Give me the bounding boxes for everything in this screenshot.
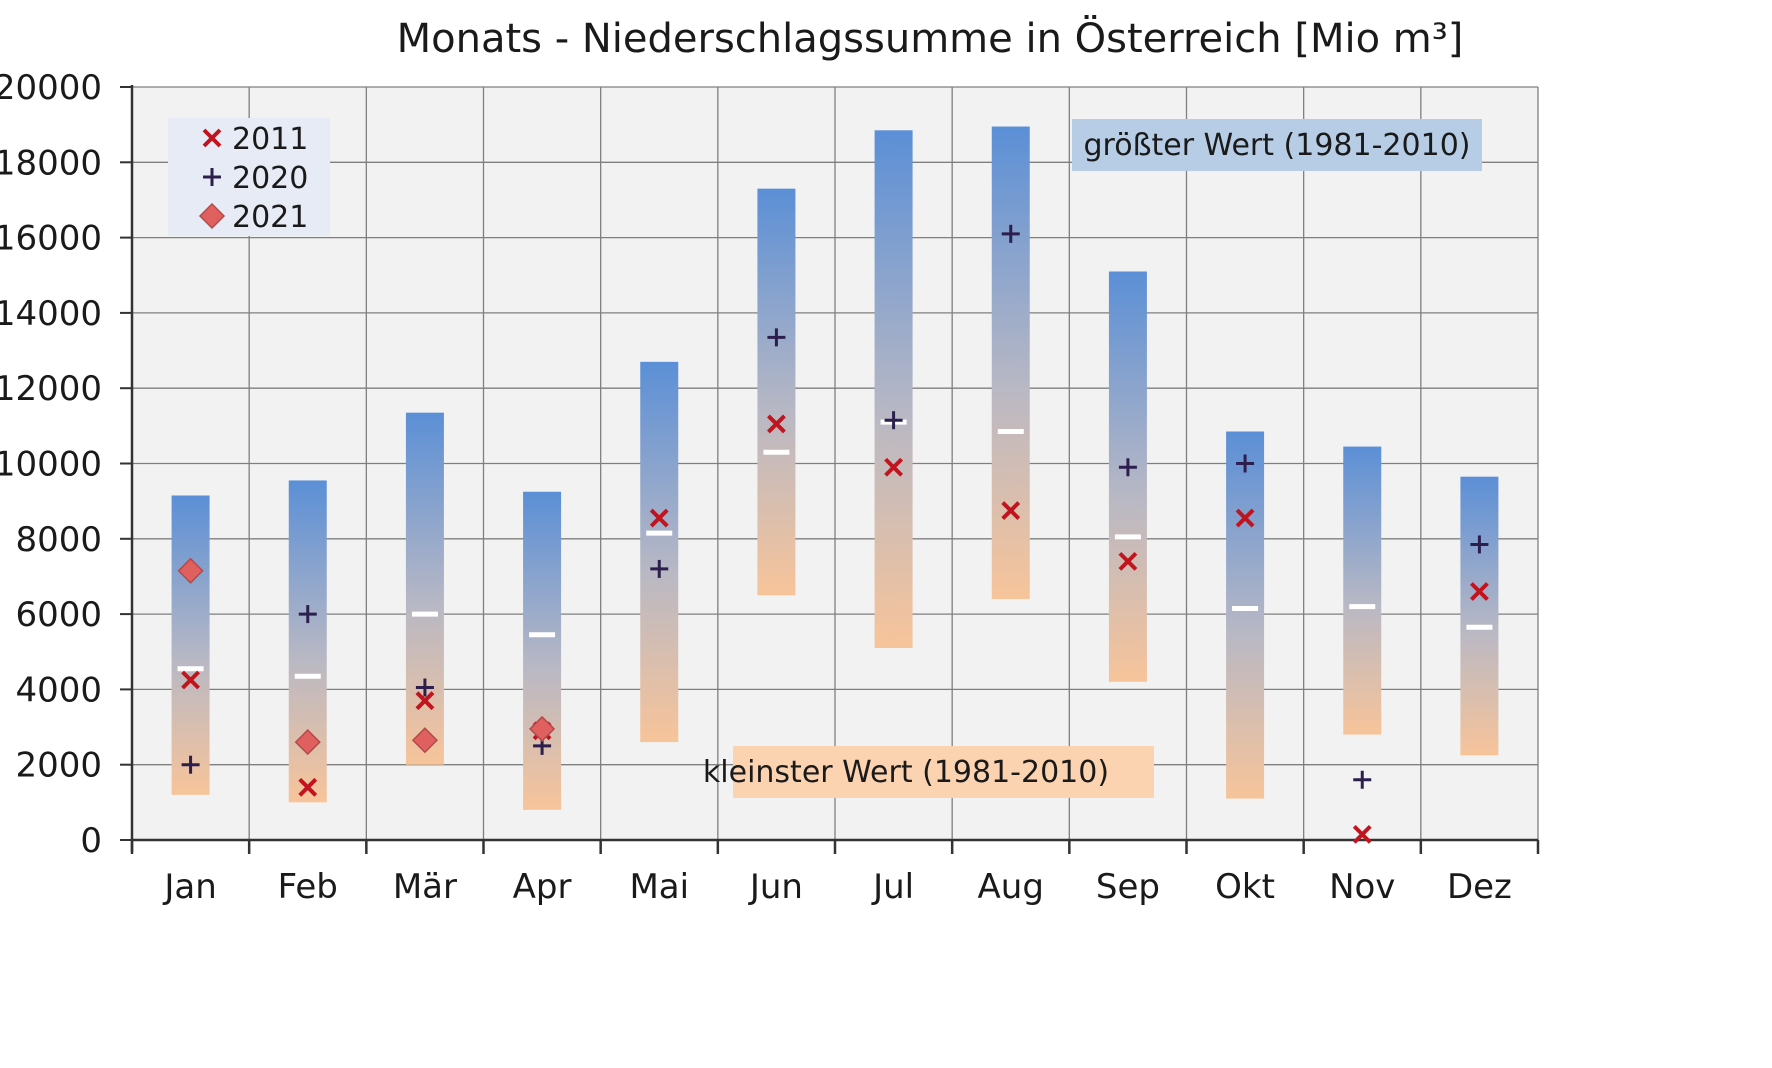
x-tick-label: Mai (629, 867, 689, 907)
x-tick-label: Aug (978, 867, 1044, 907)
range-bar (640, 361, 679, 743)
min-annotation-bg (733, 746, 1154, 798)
point-2020 (884, 411, 903, 430)
marker-shape (529, 715, 556, 742)
point-2020 (1236, 454, 1255, 473)
point-2020 (1353, 770, 1372, 789)
legend-label: 2021 (232, 200, 308, 235)
marker-stroke (767, 414, 786, 434)
y-tick-label: 4000 (15, 670, 102, 710)
y-tick-label: 8000 (15, 520, 102, 560)
max-annotation-bg (1072, 119, 1482, 171)
y-tick-label: 0 (80, 821, 102, 861)
plot-area: 0 2000 4000 6000 8000 10000 12000 14000 16000 180… (0, 68, 1540, 907)
x-tick-label: Jun (748, 867, 803, 907)
max-annotation-label: größter Wert (1981-2010) (1084, 128, 1471, 163)
legend-symbol-2011 (202, 128, 222, 148)
point-2011 (181, 670, 200, 690)
marker-stroke (1470, 582, 1489, 601)
marker-stroke (202, 128, 222, 148)
marker-shape (198, 202, 226, 230)
point-2020 (1470, 535, 1489, 554)
point-2011 (415, 691, 435, 711)
marker-stroke (884, 457, 903, 477)
x-tick-label: Dez (1447, 867, 1512, 907)
x-tick-label: Jul (871, 867, 914, 907)
point-2021 (294, 729, 321, 756)
point-2020 (767, 328, 786, 347)
point-2011 (767, 414, 786, 434)
point-2020 (1001, 224, 1020, 243)
point-2011 (1001, 501, 1021, 520)
range-bar (1226, 431, 1265, 799)
y-tick-label: 10000 (0, 445, 102, 485)
point-2021 (177, 557, 204, 584)
legend-symbol-2020 (203, 168, 221, 186)
marker-shape (411, 727, 438, 754)
range-bar (1108, 271, 1147, 682)
y-tick-label: 16000 (0, 219, 102, 259)
x-tick-label: Nov (1329, 867, 1395, 907)
point-2020 (1118, 458, 1137, 477)
point-2011 (1235, 508, 1255, 528)
point-2011 (649, 508, 669, 528)
point-2011 (1352, 824, 1372, 844)
legend-label: 2020 (232, 161, 308, 196)
point-2020 (181, 755, 200, 774)
marker-stroke (298, 777, 318, 797)
range-bar (523, 491, 562, 810)
marker-stroke (181, 670, 200, 690)
x-tick-label: Okt (1215, 867, 1275, 907)
point-2011 (1118, 551, 1138, 571)
range-bar (757, 188, 796, 596)
y-tick-label: 2000 (15, 746, 102, 786)
x-tick-label: Apr (513, 867, 572, 907)
marker-stroke (415, 691, 435, 711)
point-2020 (650, 559, 669, 578)
y-tick-label: 18000 (0, 143, 102, 183)
marker-stroke (649, 508, 669, 528)
min-annotation-label: kleinster Wert (1981-2010) (703, 755, 1109, 790)
range-bar (991, 126, 1030, 600)
legend: 2011 2020 2021 (168, 118, 330, 236)
legend-background (168, 118, 330, 236)
point-2021 (529, 715, 556, 742)
range-bar (171, 495, 210, 795)
y-tick-label: 12000 (0, 369, 102, 409)
marker-stroke (1352, 824, 1372, 844)
x-tick-label: Jan (162, 867, 216, 907)
point-2020 (298, 605, 317, 624)
range-bar (1343, 446, 1382, 735)
point-2021 (411, 727, 438, 754)
max-annotation: größter Wert (1981-2010) (1072, 119, 1482, 171)
legend-symbol-2021 (198, 202, 226, 230)
range-bar (874, 130, 913, 648)
x-tick-label: Sep (1096, 867, 1160, 907)
point-2020 (415, 678, 434, 697)
point-2011 (884, 457, 903, 477)
chart-title: Monats - Niederschlagssumme in Österreic… (397, 14, 1464, 62)
x-tick-label: Feb (278, 867, 338, 907)
marker-shape (177, 557, 204, 584)
point-2011 (1470, 582, 1489, 601)
marker-stroke (1235, 508, 1255, 528)
range-bar (405, 412, 444, 765)
point-2011 (298, 777, 318, 797)
marker-shape (294, 729, 321, 756)
marker-stroke (1118, 551, 1138, 571)
legend-label: 2011 (232, 122, 308, 157)
y-tick-label: 6000 (15, 595, 102, 635)
x-tick-label: Mär (393, 867, 457, 907)
marker-stroke (1001, 501, 1021, 520)
y-tick-label: 14000 (0, 294, 102, 334)
min-annotation: kleinster Wert (1981-2010) (703, 746, 1154, 798)
range-bar (1460, 476, 1499, 756)
y-tick-label: 20000 (0, 68, 102, 108)
